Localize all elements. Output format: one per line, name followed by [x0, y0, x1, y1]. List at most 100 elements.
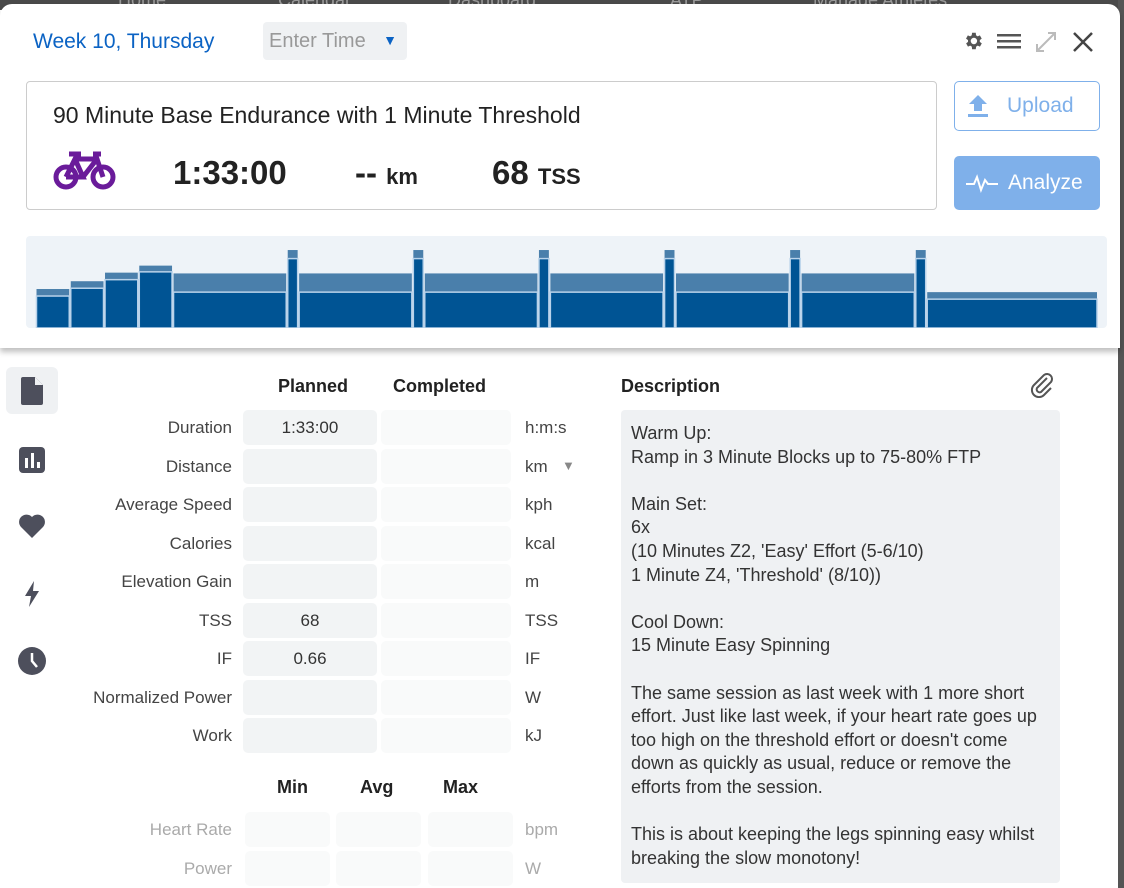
metric-label: Duration	[167, 418, 232, 437]
time-placeholder: Enter Time	[269, 30, 366, 52]
planned-input[interactable]	[243, 564, 377, 599]
upload-label: Upload	[1007, 94, 1074, 117]
metric-unit: kcal	[525, 533, 556, 553]
week-day-title: Week 10, Thursday	[33, 30, 215, 53]
segment-low-bar	[412, 257, 425, 328]
completed-input[interactable]	[381, 602, 511, 638]
sidebar-tab-analysis[interactable]	[6, 436, 58, 483]
completed-input[interactable]	[381, 718, 511, 753]
metric-unit: km	[525, 456, 548, 476]
metric-unit: kph	[525, 495, 553, 514]
pulse-icon	[966, 174, 998, 193]
metric-label: IF	[216, 649, 232, 668]
planned-input[interactable]: 1:33:00	[243, 410, 377, 445]
completed-input[interactable]	[381, 525, 511, 561]
segment-low-bar	[138, 271, 173, 328]
segment-low-bar	[789, 257, 801, 328]
segment-low-bar	[663, 257, 676, 328]
expand-icon[interactable]	[1033, 30, 1059, 56]
sidebar-tab-details[interactable]	[6, 367, 58, 414]
completed-input[interactable]	[381, 641, 511, 676]
segment-low-bar	[35, 295, 71, 328]
metric-label: Distance	[165, 456, 232, 476]
segment-low-bar	[298, 291, 413, 328]
planned-input[interactable]	[243, 448, 377, 484]
max-input[interactable]	[428, 812, 513, 847]
segment-low-bar	[675, 291, 790, 328]
max-header: Max	[443, 777, 479, 797]
completed-input[interactable]	[381, 679, 511, 715]
heart-icon	[19, 514, 45, 538]
description-text[interactable]: Warm Up: Ramp in 3 Minute Blocks up to 7…	[621, 410, 1060, 883]
metric-label: Elevation Gain	[121, 572, 232, 591]
clock-icon	[18, 646, 46, 675]
bike-icon	[53, 150, 117, 195]
sidebar-tab-heart[interactable]	[6, 502, 58, 549]
segment-low-bar	[172, 291, 287, 328]
completed-header: Completed	[393, 376, 487, 396]
segment-low-bar	[915, 257, 927, 328]
metric-label: TSS	[198, 610, 232, 630]
document-icon	[21, 376, 43, 405]
segment-low-bar	[549, 291, 664, 328]
workout-title: 90 Minute Base Endurance with 1 Minute T…	[53, 102, 581, 128]
planned-input[interactable]: 68	[243, 602, 377, 638]
planned-input[interactable]	[243, 525, 377, 561]
workout-header-panel: Week 10, Thursday Enter Time ▼ 90 Minute …	[0, 4, 1120, 348]
segment-low-bar	[926, 298, 1098, 328]
unit-dropdown-icon[interactable]: ▼	[562, 457, 575, 473]
max-input[interactable]	[428, 850, 513, 886]
planned-header: Planned	[278, 376, 349, 396]
min-input[interactable]	[245, 812, 330, 847]
metric-unit: m	[525, 572, 540, 591]
description-header: Description	[621, 376, 721, 396]
upload-icon	[968, 95, 988, 117]
completed-input[interactable]	[381, 564, 511, 599]
segment-low-bar	[538, 257, 550, 328]
planned-input[interactable]	[243, 679, 377, 715]
caret-down-icon: ▼	[383, 32, 397, 48]
min-input[interactable]	[245, 850, 330, 886]
avg-input[interactable]	[336, 850, 421, 886]
planned-input[interactable]: 0.66	[243, 641, 377, 676]
planned-input[interactable]	[243, 487, 377, 522]
segment-low-bar	[800, 291, 916, 328]
sidebar-tab-time[interactable]	[6, 637, 58, 684]
mma-label: Power	[183, 858, 232, 878]
mma-unit: W	[525, 858, 542, 878]
workout-details: Planned Completed Duration 1:33:00 h:m:s…	[0, 340, 1118, 888]
distance-value: --	[355, 154, 377, 191]
avg-header: Avg	[360, 777, 394, 797]
menu-icon[interactable]	[996, 30, 1022, 56]
enter-time-dropdown[interactable]: Enter Time ▼	[263, 22, 407, 60]
metric-unit: IF	[525, 649, 541, 668]
metric-unit: kJ	[525, 726, 542, 745]
chart-icon	[19, 446, 45, 473]
backdrop	[1118, 0, 1124, 888]
planned-input[interactable]	[243, 718, 377, 753]
tss-value: 68	[492, 154, 529, 191]
completed-input[interactable]	[381, 487, 511, 522]
tss-unit: TSS	[537, 164, 581, 189]
completed-input[interactable]	[381, 410, 511, 445]
distance-unit: km	[386, 164, 418, 189]
metric-label: Normalized Power	[93, 687, 232, 707]
sidebar-tab-power[interactable]	[6, 570, 58, 617]
mma-label: Heart Rate	[149, 820, 232, 839]
avg-input[interactable]	[336, 812, 421, 847]
segment-low-bar	[104, 278, 139, 328]
gear-icon[interactable]	[960, 30, 986, 56]
metric-label: Calories	[169, 533, 232, 553]
metric-label: Average Speed	[115, 495, 232, 514]
upload-button[interactable]: Upload	[954, 81, 1100, 131]
paperclip-icon[interactable]	[1030, 370, 1054, 403]
workout-summary-card: 90 Minute Base Endurance with 1 Minute T…	[26, 81, 937, 210]
analyze-label: Analyze	[1008, 171, 1083, 194]
analyze-button[interactable]: Analyze	[954, 156, 1100, 210]
close-icon[interactable]	[1070, 30, 1096, 56]
segment-low-bar	[70, 287, 105, 328]
workout-structure-graph	[26, 236, 1107, 328]
segment-low-bar	[286, 257, 299, 328]
lightning-icon	[25, 580, 39, 607]
completed-input[interactable]	[381, 448, 511, 484]
